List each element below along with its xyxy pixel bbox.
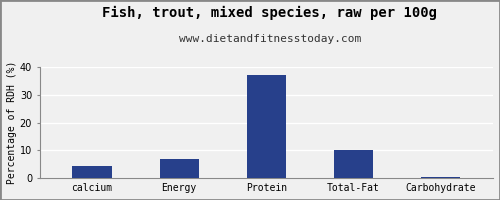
Bar [247,75,286,178]
Text: Fish, trout, mixed species, raw per 100g: Fish, trout, mixed species, raw per 100g [102,6,438,20]
Bar [421,177,461,178]
Text: www.dietandfitnesstoday.com: www.dietandfitnesstoday.com [179,34,361,44]
Y-axis label: Percentage of RDH (%): Percentage of RDH (%) [7,61,17,184]
Bar [160,159,199,178]
Bar [72,166,112,178]
Bar [334,150,373,178]
